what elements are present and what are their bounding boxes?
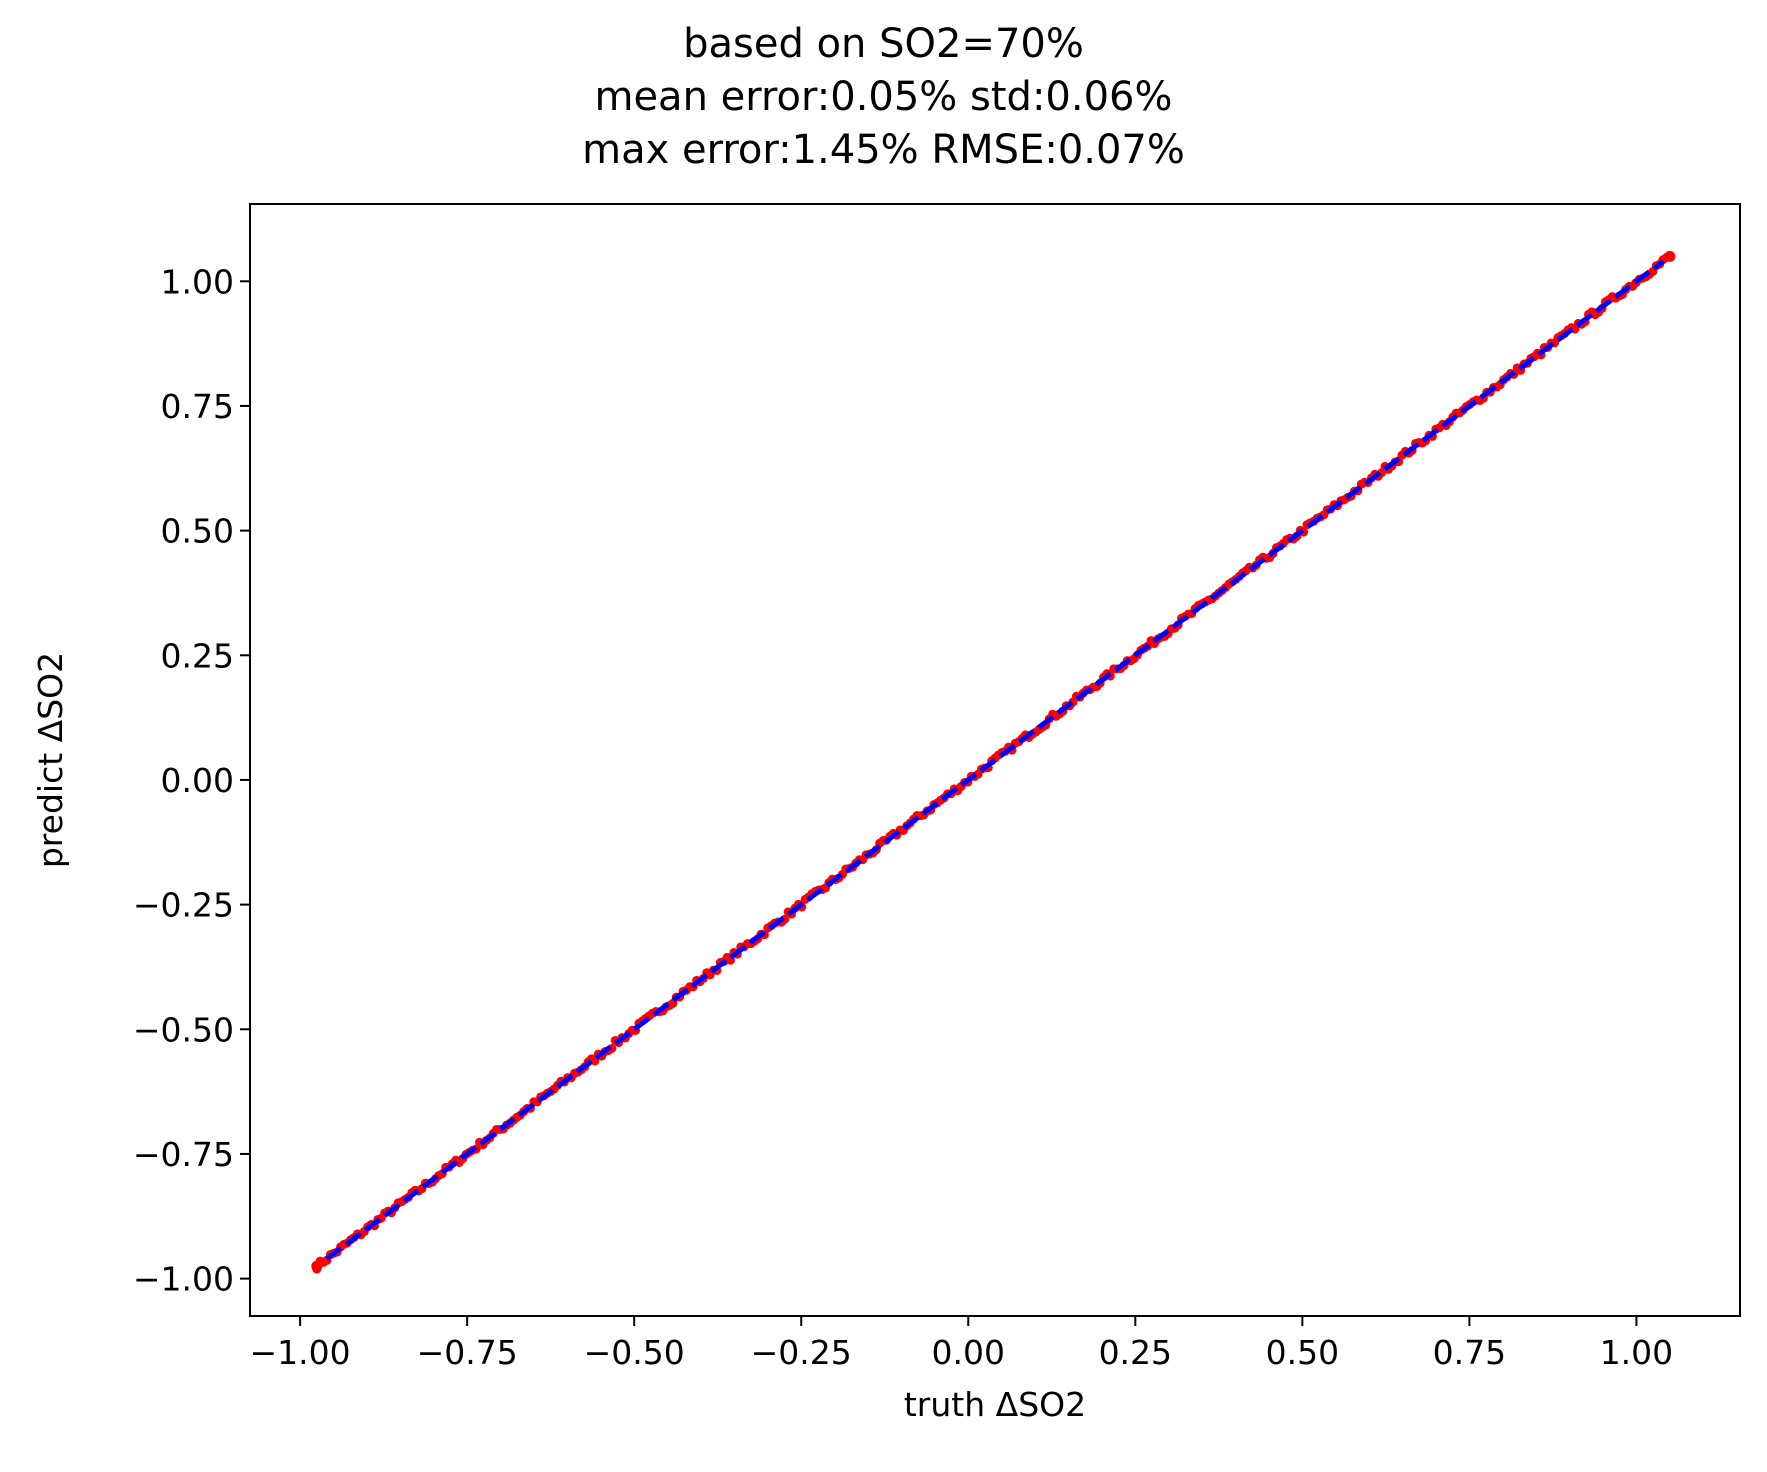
scatter-point — [1664, 250, 1676, 262]
x-tick-label: −0.25 — [751, 1333, 852, 1372]
x-tick-label: −0.50 — [584, 1333, 685, 1372]
reference-line — [325, 259, 1665, 1261]
scatter-point — [311, 1260, 323, 1272]
y-axis-ticks: −1.00 −0.75 −0.50 −0.25 0.00 0.25 0.50 0.75 1.00 — [133, 262, 250, 1299]
y-tick-label: −0.25 — [133, 886, 234, 925]
x-tick-label: 0.75 — [1433, 1333, 1506, 1372]
chart-title-line-3: max error:1.45% RMSE:0.07% — [582, 127, 1185, 173]
y-tick-label: −1.00 — [133, 1260, 234, 1299]
chart-title-line-2: mean error:0.05% std:0.06% — [594, 74, 1173, 120]
y-tick-label: 0.50 — [161, 512, 234, 551]
x-tick-label: 0.00 — [932, 1333, 1005, 1372]
x-tick-label: 0.25 — [1099, 1333, 1172, 1372]
x-tick-label: 1.00 — [1600, 1333, 1673, 1372]
y-axis-label: predict ΔSO2 — [31, 652, 70, 868]
y-tick-label: 0.00 — [161, 761, 234, 800]
x-tick-label: −1.00 — [250, 1333, 351, 1372]
axes-frame — [249, 203, 1741, 1317]
x-tick-label: 0.50 — [1266, 1333, 1339, 1372]
x-tick-label: −0.75 — [417, 1333, 518, 1372]
y-tick-label: −0.75 — [133, 1135, 234, 1174]
x-axis-ticks: −1.00 −0.75 −0.50 −0.25 0.00 0.25 0.50 0.75 1.00 — [250, 1316, 1673, 1372]
x-axis-label: truth ΔSO2 — [904, 1385, 1086, 1424]
y-tick-label: 0.25 — [161, 636, 234, 675]
chart-title-line-1: based on SO2=70% — [683, 21, 1084, 67]
y-tick-label: 0.75 — [161, 387, 234, 426]
plot-marks — [311, 250, 1676, 1274]
y-tick-label: −0.50 — [133, 1010, 234, 1049]
y-tick-label: 1.00 — [161, 262, 234, 301]
